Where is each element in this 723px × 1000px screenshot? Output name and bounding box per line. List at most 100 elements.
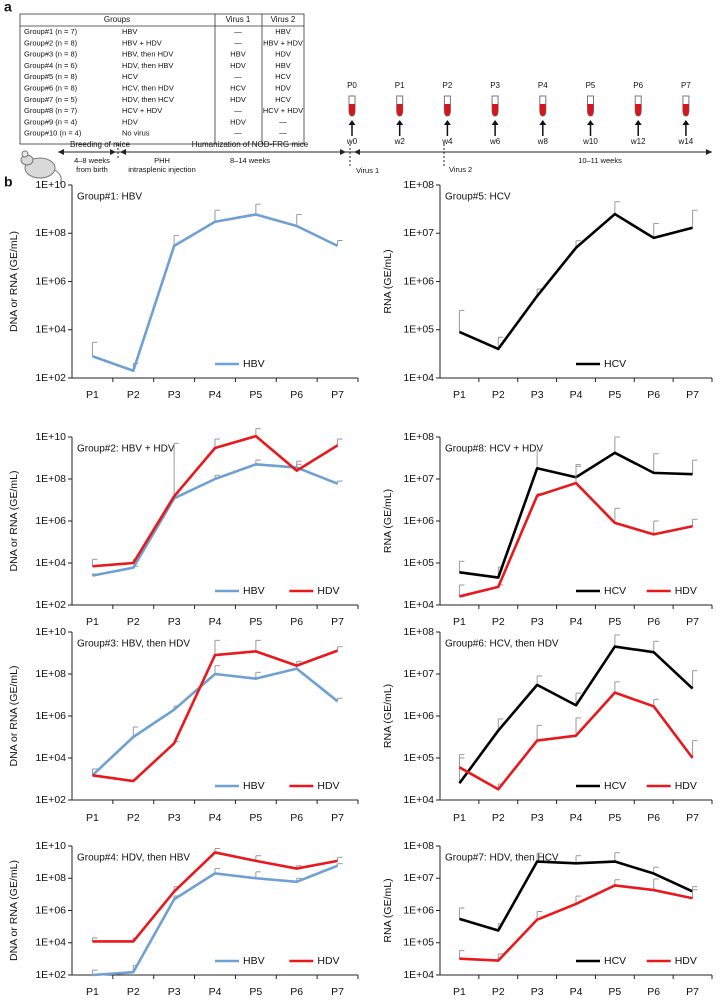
- stage-label: Humanization of NOD-FRG mice: [192, 140, 309, 149]
- duration-label: 4–8 weeks: [74, 156, 110, 165]
- x-tick-label: P7: [686, 986, 699, 998]
- legend-label: HBV: [243, 585, 265, 597]
- y-tick-label: 1E+02: [35, 599, 66, 611]
- x-tick-label: P7: [686, 389, 699, 401]
- x-tick-label: P3: [168, 616, 181, 628]
- table-cell: HCV + HDV: [263, 106, 303, 115]
- series-line: [91, 667, 339, 777]
- tube-fill: [587, 104, 594, 116]
- chart: 1E+02 1E+04 1E+06 1E+08 1E+10 P1 P2 P3 P4 P5 P6 P7 G…: [8, 626, 359, 824]
- y-tick-label: 1E+07: [403, 668, 434, 680]
- x-tick-label: P7: [331, 812, 344, 824]
- sample-label: P1: [395, 81, 405, 90]
- table-cell: —: [234, 38, 242, 47]
- x-tick-label: P7: [686, 812, 699, 824]
- x-tick-label: P4: [570, 812, 583, 824]
- x-tick-label: P5: [608, 812, 621, 824]
- chart-title: Group#7: HDV, then HCV: [445, 853, 559, 864]
- tube-fill: [492, 104, 499, 116]
- y-tick-label: 1E+10: [35, 179, 66, 191]
- y-tick-label: 1E+08: [403, 431, 434, 443]
- table-cell: Group#7 (n = 5): [24, 95, 78, 104]
- series-line: [459, 884, 693, 962]
- x-tick-label: P3: [531, 616, 544, 628]
- table-cell: No virus: [122, 129, 150, 138]
- series-line: [91, 213, 339, 373]
- y-tick-label: 1E+04: [403, 372, 434, 384]
- y-tick-label: 1E+07: [403, 872, 434, 884]
- y-tick-label: 1E+07: [403, 473, 434, 485]
- y-tick-label: 1E+05: [403, 752, 434, 764]
- y-axis-label: RNA (GE/mL): [382, 684, 394, 748]
- y-tick-label: 1E+06: [35, 515, 66, 527]
- table-cell: Group#9 (n = 4): [24, 117, 78, 126]
- x-tick-label: P1: [86, 812, 99, 824]
- legend-label: HDV: [675, 955, 697, 967]
- mouse-icon: [20, 150, 62, 185]
- sample-label: P3: [490, 81, 500, 90]
- table-cell: HCV + HDV: [122, 106, 162, 115]
- y-tick-label: 1E+04: [403, 794, 434, 806]
- x-tick-label: P5: [249, 986, 262, 998]
- x-tick-label: P6: [647, 986, 660, 998]
- table-cell: —: [234, 72, 242, 81]
- y-tick-label: 1E+05: [403, 557, 434, 569]
- sample-label: P7: [681, 81, 691, 90]
- tube-fill: [396, 104, 403, 116]
- table-cell: HDV: [230, 61, 246, 70]
- series-line: [458, 212, 693, 351]
- panel-label: b: [4, 174, 13, 190]
- legend-label: HCV: [604, 955, 626, 967]
- sample-arrowhead: [348, 120, 356, 125]
- table-cell: HBV, then HDV: [122, 50, 173, 59]
- week-label: w6: [489, 137, 501, 146]
- x-tick-label: P1: [86, 616, 99, 628]
- x-tick-label: P2: [492, 616, 505, 628]
- table-cell: HDV: [275, 83, 291, 92]
- table-cell: Group#1 (n = 7): [24, 27, 78, 36]
- y-axis-label: DNA or RNA (GE/mL): [8, 231, 20, 332]
- table-cell: Group#5 (n = 8): [24, 72, 78, 81]
- legend-label: HDV: [317, 955, 339, 967]
- table-frame: [19, 13, 305, 145]
- chart-title: Group#4: HDV, then HBV: [77, 853, 190, 864]
- timeline-axis: [58, 144, 712, 166]
- table-cell: HBV: [275, 27, 290, 36]
- x-tick-label: P6: [290, 616, 303, 628]
- sample-label: P5: [586, 81, 596, 90]
- sample-arrowhead: [634, 120, 642, 125]
- y-tick-label: 1E+04: [35, 324, 66, 336]
- table-cell: HDV: [122, 117, 138, 126]
- y-tick-label: 1E+02: [35, 372, 66, 384]
- sample-arrowhead: [443, 120, 451, 125]
- x-tick-label: P6: [647, 616, 660, 628]
- series-line: [459, 860, 694, 932]
- week-label: w0: [346, 137, 358, 146]
- x-tick-label: P1: [86, 986, 99, 998]
- chart-title: Group#5: HCV: [445, 192, 511, 203]
- chart: 1E+02 1E+04 1E+06 1E+08 1E+10 P1 P2 P3 P4 P5 P6 P7 G…: [8, 428, 359, 628]
- x-tick-label: P1: [453, 986, 466, 998]
- y-tick-label: 1E+08: [35, 872, 66, 884]
- week-label: w2: [394, 137, 406, 146]
- table-cell: HDV: [275, 50, 291, 59]
- x-tick-label: P1: [453, 389, 466, 401]
- x-tick-label: P4: [209, 616, 222, 628]
- tube-fill: [539, 104, 546, 116]
- tube-fill: [444, 104, 451, 116]
- table-cell: HCV: [275, 95, 291, 104]
- panel-label: a: [4, 0, 12, 15]
- table-cell: HBV + HDV: [263, 38, 303, 47]
- stage-label: Breeding of mice: [70, 140, 131, 149]
- y-tick-label: 1E+08: [403, 179, 434, 191]
- week-label: w8: [537, 137, 549, 146]
- y-tick-label: 1E+06: [403, 904, 434, 916]
- legend-label: HDV: [675, 780, 697, 792]
- table-cell: HCV, then HDV: [122, 83, 174, 92]
- event-label: intrasplenic injection: [128, 165, 196, 174]
- table-cell: HBV: [275, 61, 290, 70]
- table-cell: HBV: [230, 50, 245, 59]
- x-tick-label: P2: [492, 812, 505, 824]
- x-tick-label: P5: [249, 812, 262, 824]
- legend-label: HCV: [604, 585, 626, 597]
